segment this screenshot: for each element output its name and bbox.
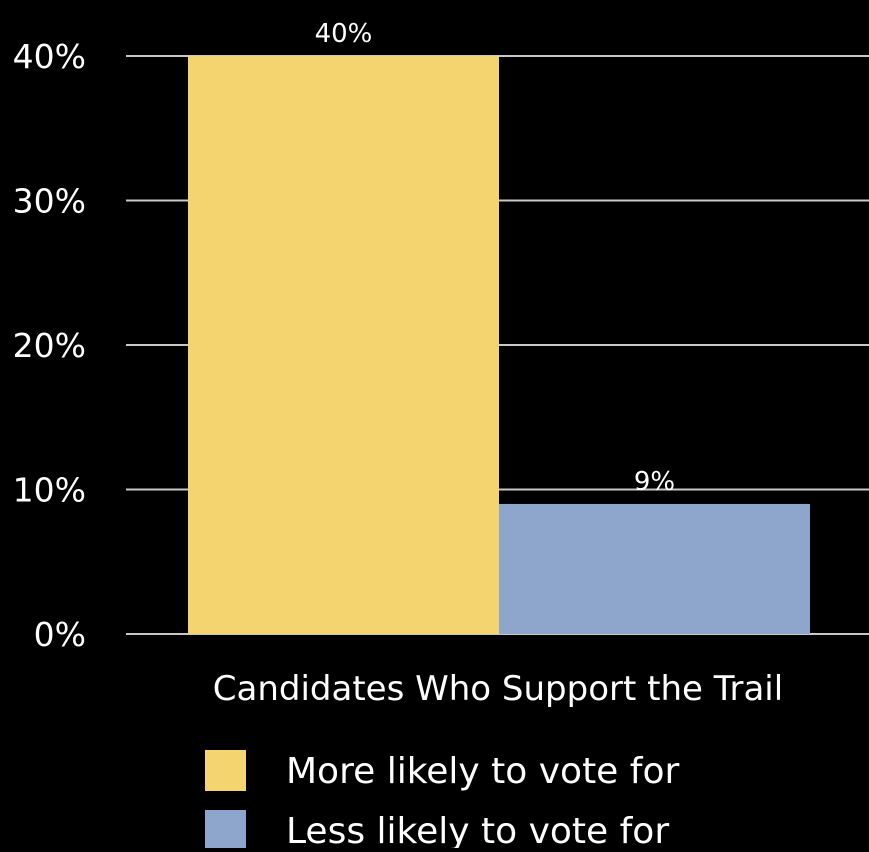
legend-swatch: [205, 750, 246, 791]
y-tick-label: 40%: [13, 37, 86, 76]
legend-label: More likely to vote for: [286, 751, 679, 792]
y-tick-label: 30%: [13, 182, 86, 221]
bar-value-label: 40%: [315, 19, 373, 49]
bar-less-likely: [499, 503, 810, 634]
bars: [188, 56, 810, 634]
legend: More likely to vote for Less likely to vo…: [205, 750, 679, 852]
bar-value-label: 9%: [634, 467, 675, 497]
data-labels: 40% 9%: [315, 19, 676, 497]
legend-label: Less likely to vote for: [286, 811, 669, 848]
y-tick-label: 20%: [13, 326, 86, 365]
y-tick-label: 10%: [13, 471, 86, 510]
x-axis-label: Candidates Who Support the Trail: [213, 669, 783, 709]
legend-swatch: [205, 810, 246, 851]
y-axis-tick-labels: 0% 10% 20% 30% 40%: [13, 37, 86, 654]
bar-more-likely: [188, 56, 499, 634]
y-tick-label: 0%: [34, 615, 86, 654]
